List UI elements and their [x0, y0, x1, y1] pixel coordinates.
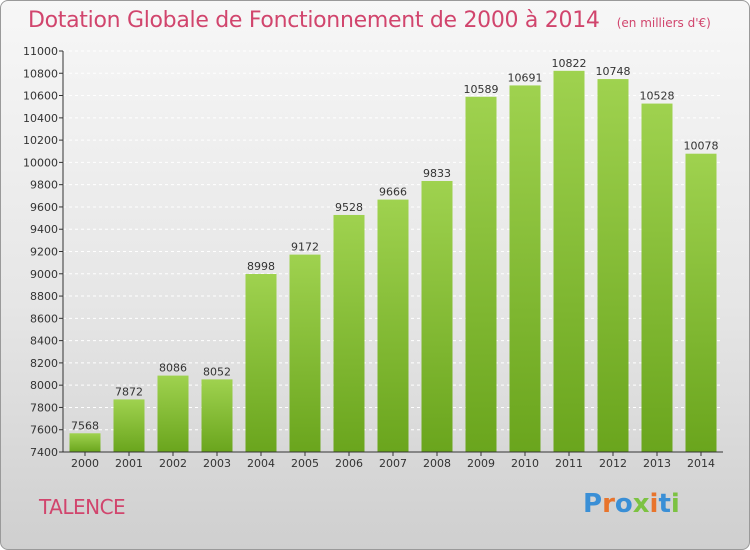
- y-tick-label: 11000: [23, 45, 58, 58]
- data-label: 10822: [552, 57, 587, 70]
- data-label: 10528: [640, 90, 675, 103]
- data-label: 9666: [379, 186, 407, 199]
- y-tick-label: 10800: [23, 67, 58, 80]
- data-label: 7568: [71, 419, 99, 432]
- logo-letter: r: [602, 489, 615, 519]
- y-tick-label: 8400: [30, 335, 58, 348]
- y-tick-label: 8000: [30, 379, 58, 392]
- data-label: 8052: [203, 365, 231, 378]
- data-label: 7872: [115, 385, 143, 398]
- x-tick-label: 2012: [599, 457, 627, 470]
- x-tick-label: 2007: [379, 457, 407, 470]
- data-labels: 7568 7872 8086 8052 8998 9172 9528 9666 9833 1058…: [71, 57, 719, 432]
- bar-2005: [289, 254, 321, 452]
- y-tick-label: 10400: [23, 112, 58, 125]
- x-tick-label: 2002: [159, 457, 187, 470]
- data-label: 9833: [423, 167, 451, 180]
- logo-letter: t: [658, 489, 671, 519]
- x-tick-label: 2013: [643, 457, 671, 470]
- bar-2013: [641, 103, 673, 452]
- logo-letter: P: [583, 489, 603, 519]
- bar-2007: [377, 199, 409, 452]
- bar-2008: [421, 180, 453, 452]
- y-tick-label: 10600: [23, 90, 58, 103]
- y-tick-label: 7800: [30, 401, 58, 414]
- x-tick-label: 2001: [115, 457, 143, 470]
- logo-letter: x: [632, 489, 650, 519]
- x-tick-label: 2008: [423, 457, 451, 470]
- y-tick-label: 8600: [30, 312, 58, 325]
- x-tick-label: 2009: [467, 457, 495, 470]
- y-tick-label: 8200: [30, 357, 58, 370]
- data-label: 8998: [247, 260, 275, 273]
- bars: [69, 70, 717, 453]
- y-tick-label: 10000: [23, 156, 58, 169]
- data-label: 10691: [508, 71, 543, 84]
- x-tick-label: 2011: [555, 457, 583, 470]
- y-tick-label: 9200: [30, 246, 58, 259]
- y-tick-label: 7600: [30, 424, 58, 437]
- bar-2006: [333, 214, 365, 452]
- axes: 7400 7600 7800 8000 8200 8400 8600 8800 9000 9200…: [23, 45, 723, 470]
- bar-2011: [553, 70, 585, 453]
- bar-2001: [113, 399, 145, 452]
- x-tick-label: 2004: [247, 457, 275, 470]
- data-label: 10589: [464, 83, 499, 96]
- bar-2003: [201, 379, 233, 452]
- bar-2009: [465, 96, 497, 453]
- logo-letter: o: [614, 489, 633, 519]
- y-tick-label: 9400: [30, 223, 58, 236]
- title-row: Dotation Globale de Fonctionnement de 20…: [28, 8, 711, 33]
- bar-2004: [245, 274, 277, 452]
- city-name: TALENCE: [39, 495, 126, 519]
- y-tick-label: 9600: [30, 201, 58, 214]
- bar-2014: [685, 153, 717, 452]
- bar-2000: [69, 433, 101, 452]
- x-tick-label: 2003: [203, 457, 231, 470]
- data-label: 8086: [159, 362, 187, 375]
- logo-letter: i: [649, 489, 659, 519]
- x-tick-label: 2000: [71, 457, 99, 470]
- bar-2010: [509, 85, 541, 453]
- proxiti-logo[interactable]: Proxiti: [583, 489, 680, 519]
- data-label: 10078: [684, 140, 719, 153]
- y-tick-label: 10200: [23, 134, 58, 147]
- x-tick-label: 2010: [511, 457, 539, 470]
- x-tick-label: 2005: [291, 457, 319, 470]
- y-tick-label: 9000: [30, 268, 58, 281]
- x-tick-label: 2014: [687, 457, 715, 470]
- data-label: 10748: [596, 65, 631, 78]
- chart-title: Dotation Globale de Fonctionnement de 20…: [28, 8, 600, 33]
- data-label: 9172: [291, 241, 319, 254]
- y-tick-label: 9800: [30, 179, 58, 192]
- bar-2002: [157, 375, 189, 452]
- data-label: 9528: [335, 201, 363, 214]
- y-tick-label: 8800: [30, 290, 58, 303]
- y-tick-label: 7400: [30, 446, 58, 459]
- logo-letter: i: [670, 489, 680, 519]
- x-tick-label: 2006: [335, 457, 363, 470]
- bar-2012: [597, 79, 629, 452]
- chart-subtitle: (en milliers d'€): [616, 16, 711, 30]
